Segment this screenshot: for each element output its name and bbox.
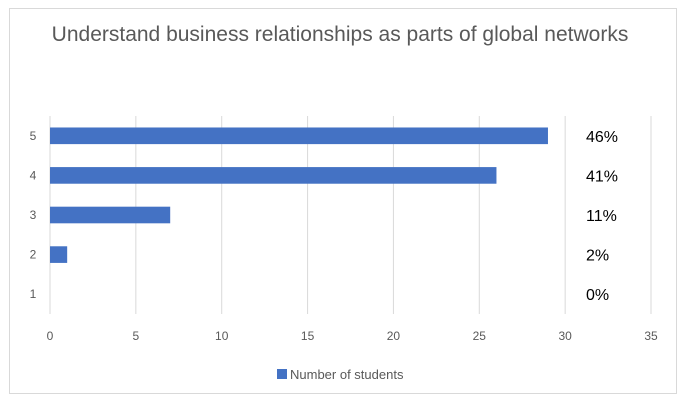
bar [50, 167, 497, 184]
bar [50, 246, 68, 263]
x-tick-label: 5 [133, 329, 140, 343]
x-tick-label: 35 [644, 329, 658, 343]
bar-layer [50, 127, 548, 263]
grid-layer [49, 116, 652, 314]
percent-label: 11% [586, 208, 617, 225]
x-tick-label: 10 [215, 329, 229, 343]
x-axis-labels: 0 5 10 15 20 25 30 35 [47, 329, 658, 343]
x-tick-label: 30 [558, 329, 572, 343]
legend-label: Number of students [290, 367, 404, 382]
y-category-label: 5 [30, 129, 37, 143]
percent-label: 41% [586, 168, 618, 185]
legend-swatch [277, 369, 287, 379]
y-category-label: 4 [30, 168, 37, 182]
x-tick-label: 20 [387, 329, 401, 343]
bar [50, 206, 171, 224]
percent-label: 46% [586, 129, 618, 146]
y-axis-labels: 1 2 3 4 5 [30, 129, 37, 301]
y-category-label: 1 [30, 287, 37, 301]
percent-label: 0% [586, 287, 609, 304]
bar [50, 127, 548, 145]
chart-title: Understand business relationships as par… [51, 23, 629, 46]
x-tick-label: 0 [47, 329, 54, 343]
x-tick-label: 25 [473, 329, 487, 343]
y-category-label: 2 [30, 248, 37, 262]
y-category-label: 3 [30, 208, 37, 222]
percent-label: 2% [586, 248, 609, 265]
chart-frame [9, 8, 677, 394]
x-tick-label: 15 [301, 329, 315, 343]
legend: Number of students [277, 367, 404, 382]
percent-labels: 0% 2% 11% 41% 46% [586, 129, 618, 304]
